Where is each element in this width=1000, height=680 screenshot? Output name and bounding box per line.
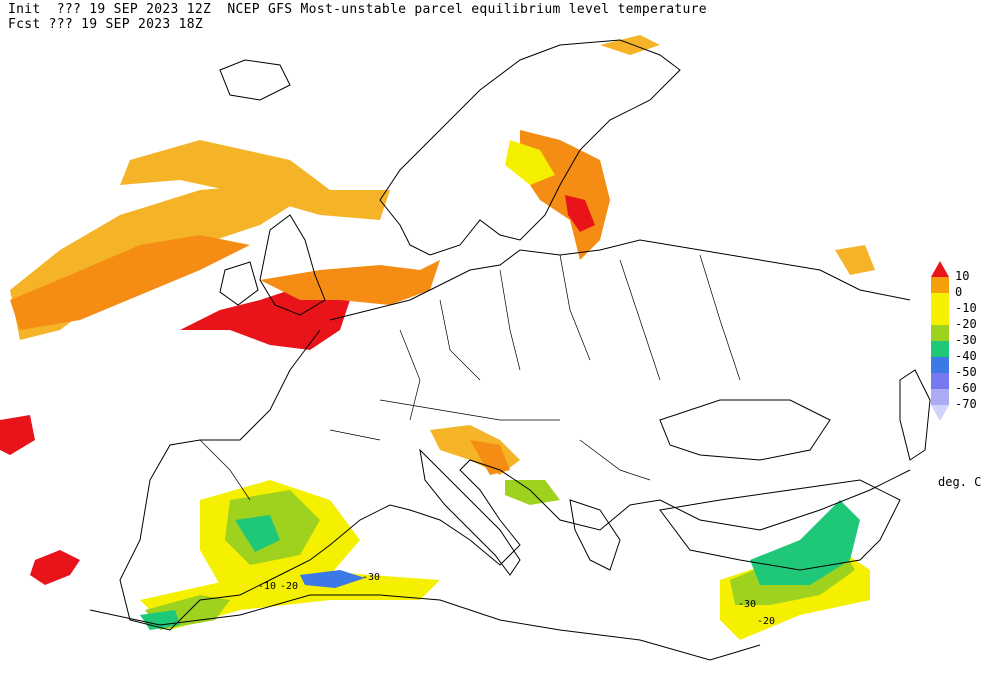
coast-britain	[259, 214, 326, 316]
legend-swatch-1	[931, 293, 949, 309]
field-north-cape	[600, 35, 660, 55]
legend-label: 0	[955, 285, 963, 299]
legend-swatch-top-arrow	[931, 261, 949, 277]
coast-ireland	[219, 261, 259, 306]
fcst-line: Fcst ??? 19 SEP 2023 18Z	[8, 17, 204, 32]
legend-label: -20	[955, 317, 977, 331]
legend-label: -10	[955, 301, 977, 315]
legend-label: -40	[955, 349, 977, 363]
legend-swatch-bottom-arrow	[931, 405, 949, 421]
field-balkan-orange	[470, 440, 510, 475]
init-line: Init ??? 19 SEP 2023 12Z NCEP GFS Most-u…	[8, 2, 707, 17]
field-shading	[0, 35, 875, 640]
contour-label: -20	[280, 581, 298, 592]
coast-italy	[419, 448, 521, 576]
contour-label: -20	[757, 616, 775, 627]
border-lines	[199, 254, 741, 501]
legend-label: -30	[955, 333, 977, 347]
borders	[199, 254, 741, 501]
coast-north-africa	[89, 594, 761, 661]
legend-units: deg. C	[938, 475, 982, 489]
legend-swatch-6	[931, 373, 949, 389]
field-atlantic-core	[10, 235, 250, 330]
legend-swatch-5	[931, 357, 949, 373]
field-north-band	[120, 140, 390, 220]
legend-swatch-4	[931, 341, 949, 357]
coast-anatolia	[659, 479, 901, 571]
legend-colorbar	[931, 261, 949, 421]
contour-labels: -10 -20 -30 -30 -20	[258, 572, 775, 627]
coast-iceland	[219, 59, 291, 101]
contour-label: -30	[738, 599, 756, 610]
legend-swatch-7	[931, 389, 949, 405]
legend-label: -60	[955, 381, 977, 395]
field-africa-blue	[300, 570, 365, 588]
legend-label: -70	[955, 397, 977, 411]
contour-label: -30	[362, 572, 380, 583]
legend-swatch-0	[931, 277, 949, 293]
field-channel-orange	[260, 260, 440, 305]
field-emed-teal	[750, 500, 860, 585]
coast-scandinavia	[379, 39, 681, 256]
field-russia-orange	[835, 245, 875, 275]
field-atlantic-west	[0, 415, 35, 455]
coast-greece	[569, 499, 621, 571]
contour-label: -10	[258, 581, 276, 592]
legend-swatch-2	[931, 309, 949, 325]
field-azores-red	[30, 550, 80, 585]
legend-label: 10	[955, 269, 970, 283]
legend-swatch-3	[931, 325, 949, 341]
field-finland-red	[565, 195, 595, 232]
coast-black-sea	[659, 399, 831, 461]
legend-label: -50	[955, 365, 977, 379]
field-iberia-teal	[235, 515, 280, 552]
field-scandi-yellow	[505, 140, 555, 185]
coast-caspian	[899, 369, 931, 461]
coastlines	[89, 39, 931, 661]
